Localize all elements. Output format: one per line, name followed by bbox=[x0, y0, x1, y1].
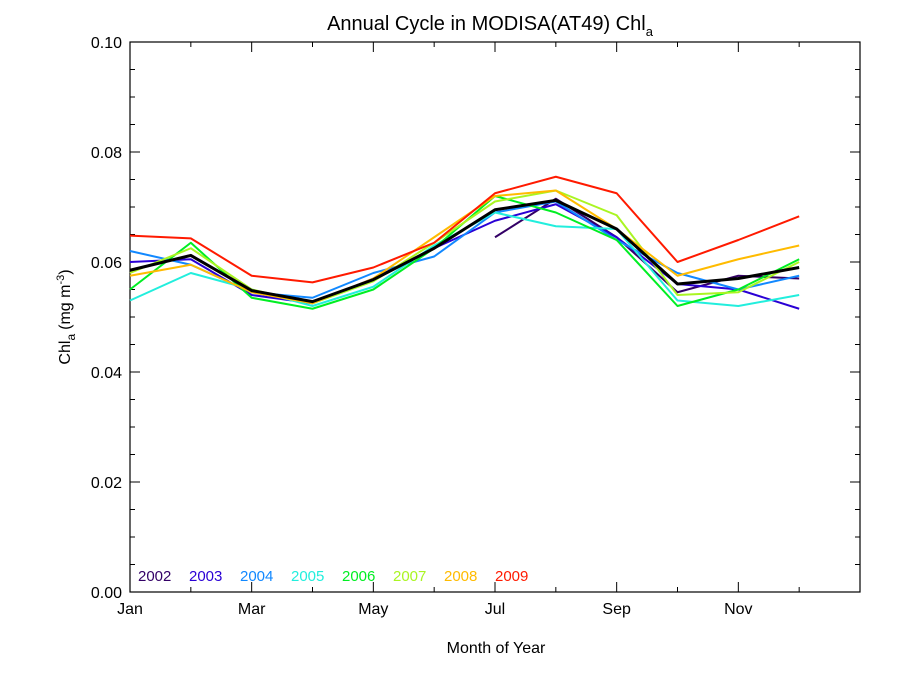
y-axis-label-units: (mg m bbox=[57, 285, 74, 330]
series-line-2009 bbox=[129, 175, 800, 284]
series-line-2007 bbox=[129, 189, 800, 305]
series-2005 bbox=[129, 211, 800, 307]
series-line-mean bbox=[129, 198, 800, 304]
legend-entry-2008: 2008 bbox=[444, 568, 477, 585]
legend-entry-2002: 2002 bbox=[138, 568, 171, 585]
chart-title-main: Annual Cycle in MODISA(AT49) Chl bbox=[327, 13, 646, 35]
y-tick-label: 0.04 bbox=[91, 365, 122, 382]
y-axis-label: Chla (mg m-3) bbox=[55, 269, 78, 364]
x-tick-label: Sep bbox=[602, 601, 631, 618]
series-mean bbox=[129, 198, 800, 304]
y-tick-label: 0.10 bbox=[91, 35, 122, 52]
series-line-2002 bbox=[494, 197, 800, 294]
legend: 2002 2003 2004 2005 2006 2007 2008 2009 bbox=[138, 568, 528, 585]
legend-entry-2009: 2009 bbox=[495, 568, 528, 585]
y-axis-ticks: 0.00 0.02 0.04 0.06 0.08 0.10 bbox=[91, 35, 860, 602]
series-2002 bbox=[494, 197, 800, 294]
y-axis-label-units-sup: -3 bbox=[55, 275, 67, 285]
x-axis-ticks: Jan Mar May Jul Sep Nov bbox=[117, 42, 861, 618]
chart-title-subscript: a bbox=[646, 24, 654, 39]
legend-entry-2005: 2005 bbox=[291, 568, 324, 585]
x-tick-label: Nov bbox=[724, 601, 752, 618]
x-tick-label: May bbox=[358, 601, 388, 618]
x-tick-label: Jul bbox=[485, 601, 505, 618]
y-tick-label: 0.00 bbox=[91, 585, 122, 602]
series-line-2005 bbox=[129, 211, 800, 307]
series-2006 bbox=[129, 195, 800, 310]
legend-entry-2004: 2004 bbox=[240, 568, 273, 585]
y-tick-label: 0.06 bbox=[91, 255, 122, 272]
legend-entry-2006: 2006 bbox=[342, 568, 375, 585]
series-layer bbox=[129, 175, 800, 310]
x-tick-label: Mar bbox=[238, 601, 266, 618]
legend-entry-2003: 2003 bbox=[189, 568, 222, 585]
x-axis-label: Month of Year bbox=[447, 640, 546, 657]
y-axis-label-units-close: ) bbox=[57, 269, 74, 274]
y-axis-label-main: Chl bbox=[57, 341, 74, 365]
series-line-2006 bbox=[129, 195, 800, 310]
chart-title: Annual Cycle in MODISA(AT49) Chla bbox=[327, 13, 654, 39]
series-2008 bbox=[129, 189, 800, 305]
x-tick-label: Jan bbox=[117, 601, 143, 618]
y-tick-label: 0.02 bbox=[91, 475, 122, 492]
series-2007 bbox=[129, 189, 800, 305]
y-axis-label-subscript: a bbox=[64, 334, 78, 341]
series-line-2008 bbox=[129, 189, 800, 305]
y-tick-label: 0.08 bbox=[91, 145, 122, 162]
series-2009 bbox=[129, 175, 800, 284]
plot-frame bbox=[129, 41, 861, 593]
legend-entry-2007: 2007 bbox=[393, 568, 426, 585]
